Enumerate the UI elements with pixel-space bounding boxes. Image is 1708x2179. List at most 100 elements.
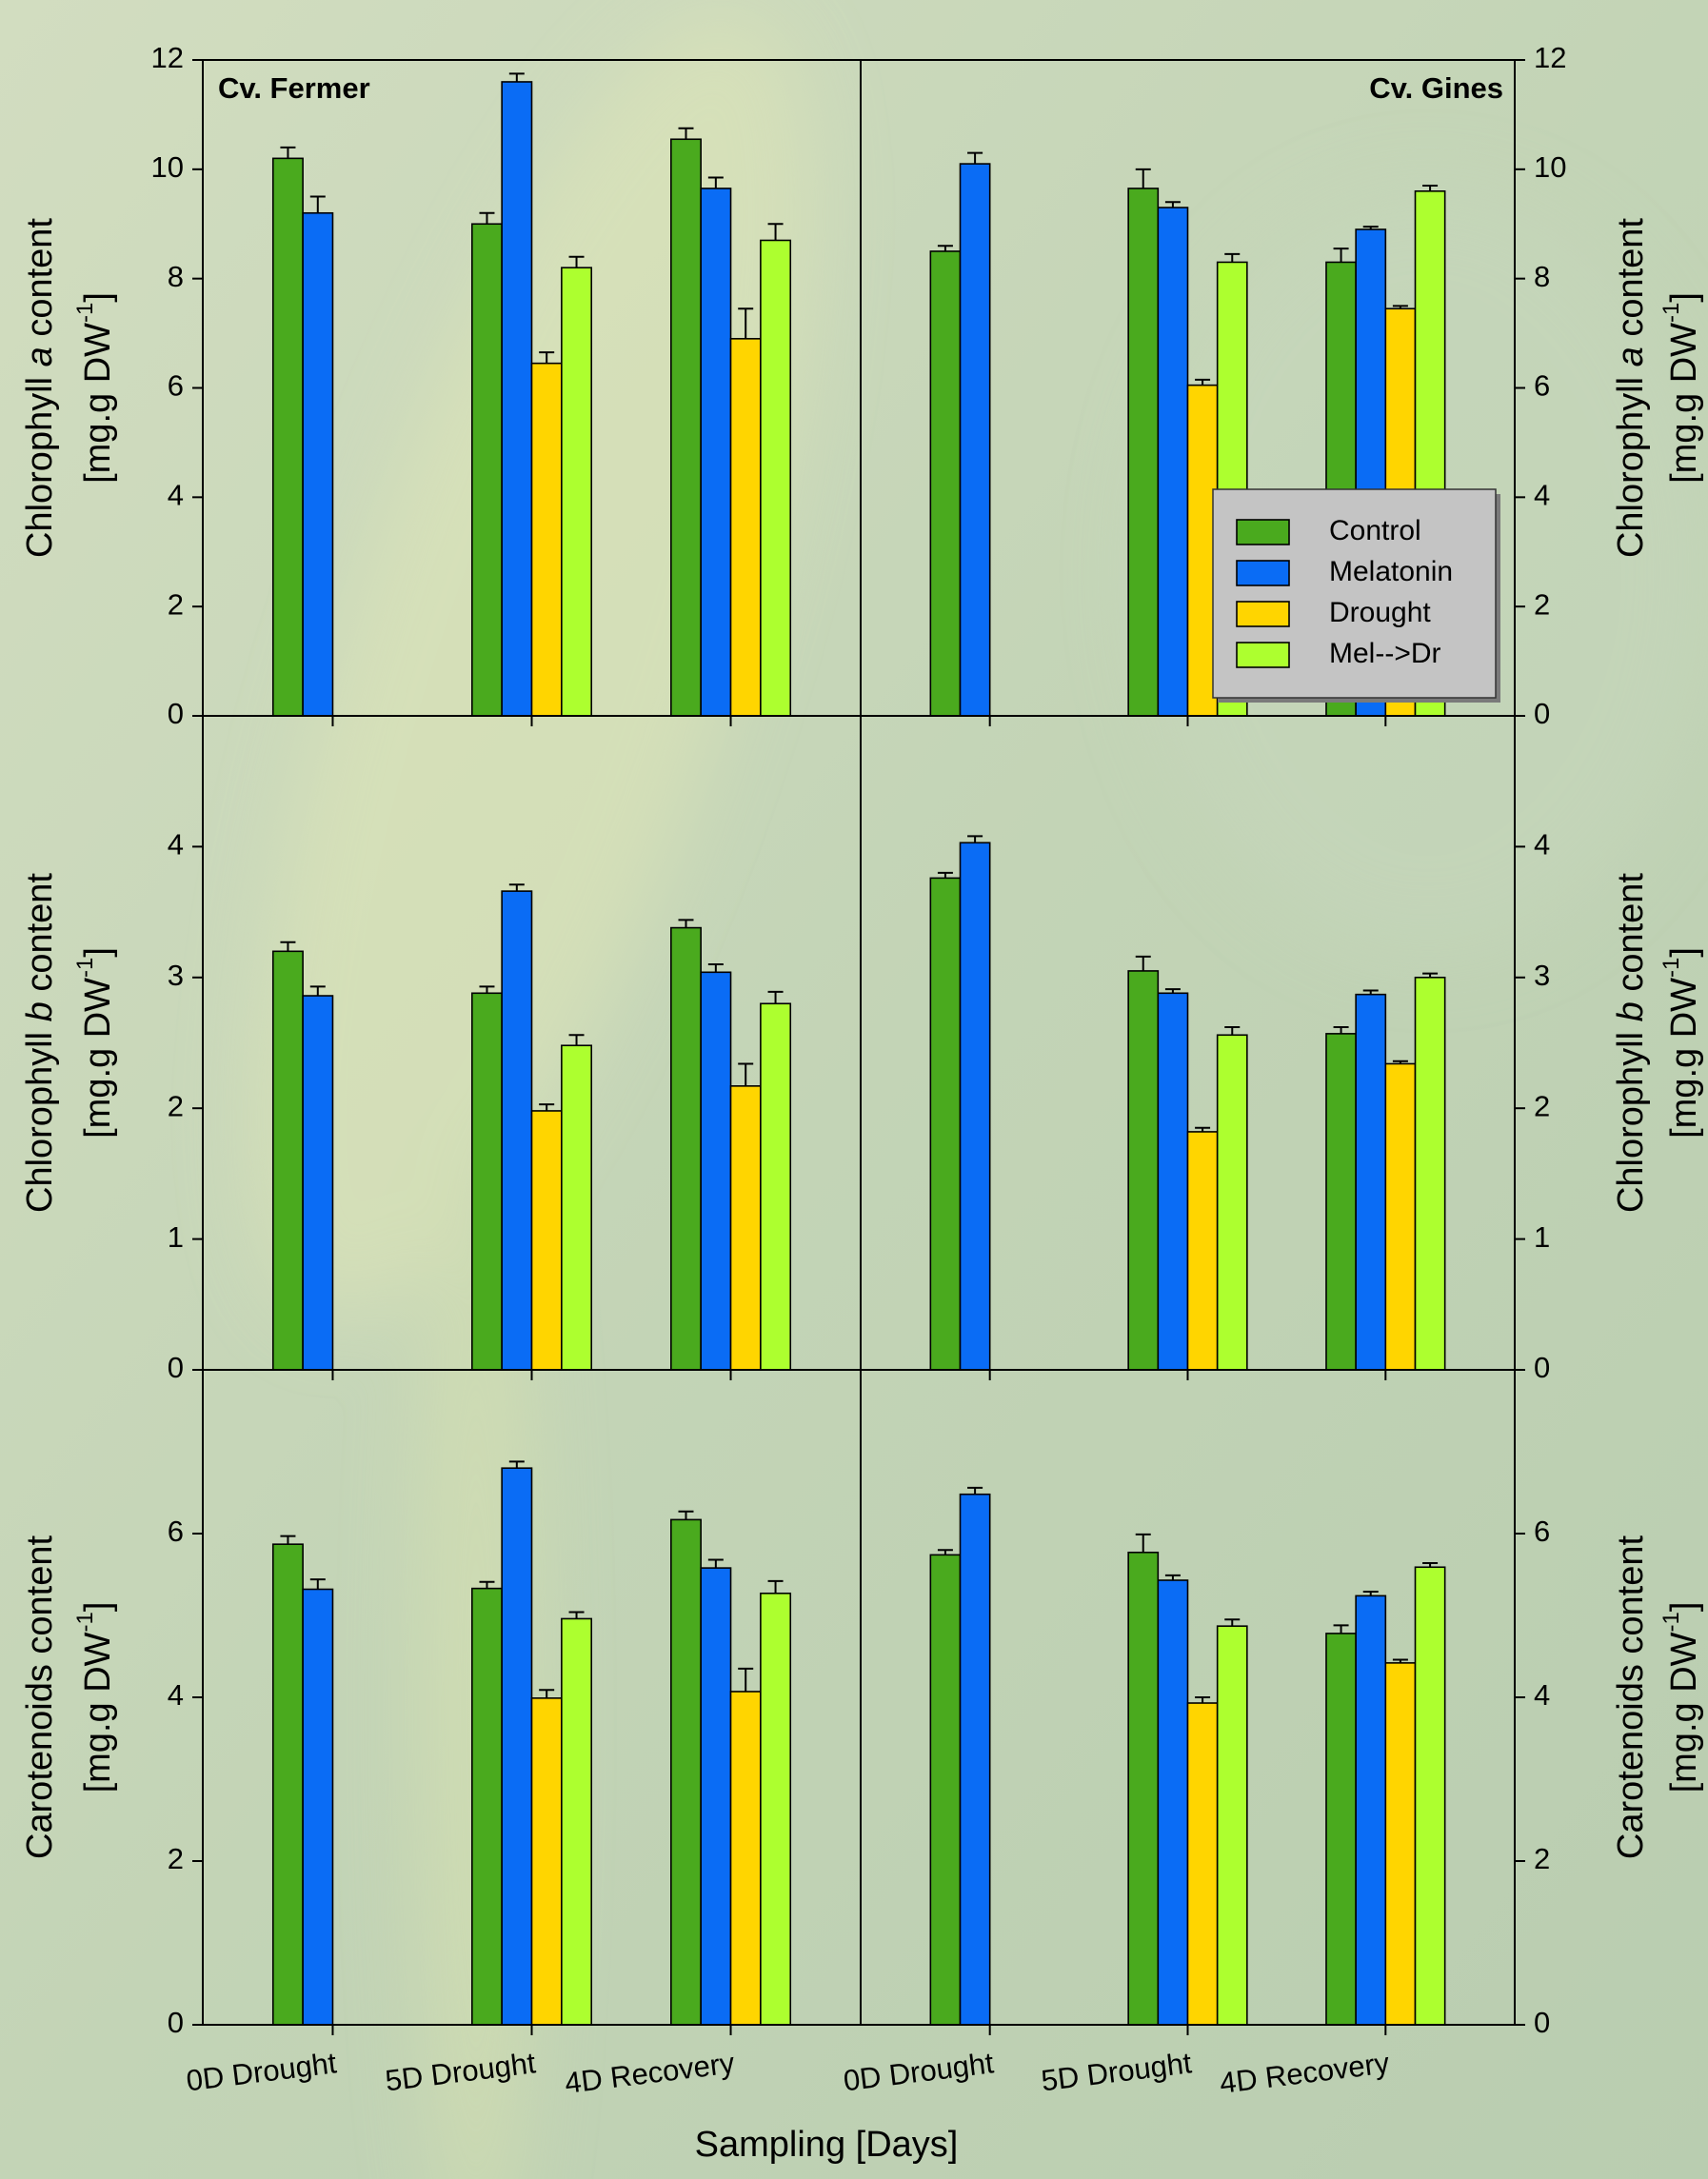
y-tick-label: 4 [1534,479,1550,512]
y-tick-label: 0 [168,1351,184,1384]
y-axis-label-part: -1 [1658,303,1684,323]
y-tick-label: 0 [1534,1351,1550,1384]
y-axis-label-part: Chlorophyll [20,1021,60,1213]
bar [1188,1703,1218,2025]
bar [1326,1634,1356,2025]
y-tick-label: 6 [1534,1515,1550,1548]
legend-swatch [1237,602,1289,626]
bar [273,158,303,716]
y-tick-label: 12 [1534,41,1566,74]
bar [532,364,562,716]
y-tick-label: 2 [1534,587,1550,621]
panel-title: Cv. Fermer [218,71,370,105]
y-axis-label-part: content [20,218,60,347]
bar [562,267,591,716]
bar [701,1568,730,2025]
y-tick-label: 6 [1534,369,1550,403]
bar [1158,993,1187,1370]
y-tick-label: 3 [168,959,184,992]
y-tick-label: 4 [1534,1678,1550,1712]
y-axis-label-part: [mg.g DW [1664,323,1704,484]
bar [273,951,303,1370]
y-axis-label: Carotenoids content [1611,1535,1651,1860]
bar [532,1111,562,1370]
bar [961,1495,990,2025]
bar [562,1045,591,1370]
bar [303,996,332,1370]
bar [273,1544,303,2025]
y-axis-label-part: ] [1664,947,1704,958]
y-tick-label: 0 [1534,2006,1550,2039]
bar [502,1468,531,2025]
y-axis-label-part: ] [78,1602,118,1613]
y-axis-label-part: -1 [72,303,98,323]
y-axis-label: Carotenoids content [20,1535,60,1860]
bar [731,1692,761,2025]
page: Sampling [Days] 024681012Cv. FermerChlor… [0,0,1708,2179]
y-axis-label-part: [mg.g DW [78,1632,118,1793]
x-axis-label: Sampling [Days] [695,2125,959,2165]
y-tick-label: 3 [1534,959,1550,992]
bar [961,164,990,716]
y-tick-label: 2 [168,1842,184,1875]
y-tick-label: 10 [151,150,184,184]
y-axis-label-part: content [1611,873,1651,1002]
y-axis-label-part: Carotenoids content [20,1535,60,1860]
bar [1128,971,1158,1370]
y-axis-label-part: ] [1664,292,1704,303]
bar [761,240,790,716]
panel-title: Cv. Gines [1369,71,1503,105]
y-tick-label: 2 [168,587,184,621]
y-axis-label-part: Chlorophyll [20,366,60,558]
bar [1188,1132,1218,1370]
bar [701,972,730,1370]
legend: ControlMelatoninDroughtMel-->Dr [1213,489,1500,703]
legend-swatch [1237,520,1289,545]
y-tick-label: 0 [168,2006,184,2039]
y-axis-label-part: [mg.g DW [1664,1632,1704,1793]
bar [562,1618,591,2025]
y-axis-label-part: ] [1664,1602,1704,1613]
y-tick-label: 1 [1534,1220,1550,1254]
y-axis-label-part: content [1611,218,1651,347]
bar [930,1555,960,2025]
y-axis-label-part: a [20,347,60,366]
bar [1415,978,1444,1370]
bar [671,928,701,1370]
y-tick-label: 12 [151,41,184,74]
y-tick-label: 2 [1534,1089,1550,1122]
bar [1385,1063,1415,1370]
y-tick-label: 6 [168,369,184,403]
bar [1356,995,1385,1370]
y-tick-label: 8 [1534,260,1550,293]
y-tick-label: 0 [1534,697,1550,730]
bar [930,878,960,1370]
bar [961,842,990,1370]
y-tick-label: 1 [168,1220,184,1254]
bar [671,1519,701,2025]
y-axis-label-part: b [20,1001,60,1021]
y-tick-label: 10 [1534,150,1566,184]
chart: Sampling [Days] 024681012Cv. FermerChlor… [0,0,1708,2179]
bar [1356,1595,1385,2025]
bar [671,139,701,716]
y-axis-label-part: Chlorophyll [1611,1021,1651,1213]
bar [1158,208,1187,716]
legend-label: Mel-->Dr [1329,638,1441,669]
y-axis-label-part: [mg.g DW [78,978,118,1139]
bar [502,82,531,716]
bar [731,1086,761,1370]
y-axis-label-part: -1 [1658,1612,1684,1632]
y-axis-label-part: Chlorophyll [1611,366,1651,558]
y-tick-label: 0 [168,697,184,730]
y-axis-label-part: ] [78,292,118,303]
bar [1218,1035,1247,1370]
legend-label: Control [1329,515,1421,546]
y-axis-label: Chlorophyll a content [1611,218,1651,558]
y-axis-label-part: ] [78,947,118,958]
bar [1158,1580,1187,2025]
y-tick-label: 4 [168,1678,184,1712]
legend-swatch [1237,643,1289,667]
y-axis-label-part: -1 [72,1612,98,1632]
bar [303,213,332,716]
